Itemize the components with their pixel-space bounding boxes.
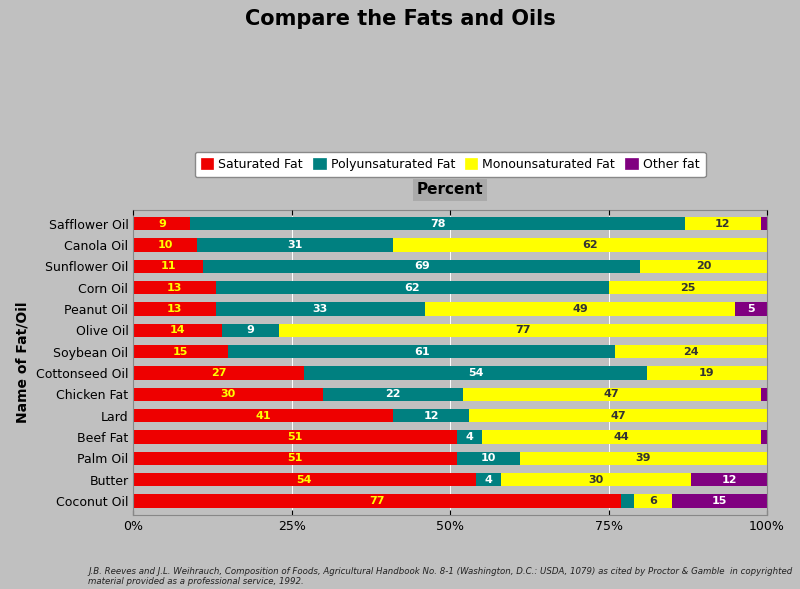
Bar bbox=[761, 431, 767, 444]
Bar bbox=[425, 302, 735, 316]
Bar bbox=[134, 239, 197, 252]
Bar bbox=[520, 452, 767, 465]
Bar bbox=[672, 494, 767, 508]
Bar bbox=[735, 302, 767, 316]
Bar bbox=[646, 366, 767, 379]
Y-axis label: Name of Fat/Oil: Name of Fat/Oil bbox=[15, 302, 29, 423]
Bar bbox=[469, 409, 767, 422]
Text: 9: 9 bbox=[158, 219, 166, 229]
Bar bbox=[305, 366, 646, 379]
Bar bbox=[475, 473, 501, 487]
Text: 54: 54 bbox=[468, 368, 483, 378]
Text: Compare the Fats and Oils: Compare the Fats and Oils bbox=[245, 9, 555, 29]
Text: 77: 77 bbox=[370, 496, 385, 506]
Bar bbox=[640, 260, 767, 273]
Text: 47: 47 bbox=[604, 389, 620, 399]
Bar bbox=[134, 473, 475, 487]
Text: 15: 15 bbox=[712, 496, 727, 506]
Bar bbox=[685, 217, 761, 230]
Text: 54: 54 bbox=[297, 475, 312, 485]
Text: 62: 62 bbox=[582, 240, 598, 250]
Text: 9: 9 bbox=[246, 325, 254, 335]
Bar bbox=[134, 452, 457, 465]
Text: 30: 30 bbox=[588, 475, 603, 485]
Bar bbox=[216, 281, 609, 294]
Text: Percent: Percent bbox=[417, 183, 483, 197]
Bar bbox=[134, 260, 203, 273]
Bar bbox=[761, 388, 767, 401]
Text: 51: 51 bbox=[287, 454, 302, 464]
Bar bbox=[134, 431, 457, 444]
Bar bbox=[393, 409, 469, 422]
Text: 30: 30 bbox=[221, 389, 236, 399]
Bar bbox=[134, 323, 222, 337]
Bar bbox=[134, 366, 305, 379]
Text: 19: 19 bbox=[699, 368, 714, 378]
Bar bbox=[323, 388, 463, 401]
Text: 25: 25 bbox=[680, 283, 695, 293]
Bar bbox=[457, 431, 482, 444]
Text: 69: 69 bbox=[414, 262, 430, 272]
Bar bbox=[134, 281, 216, 294]
Bar bbox=[216, 302, 425, 316]
Text: 10: 10 bbox=[158, 240, 173, 250]
Text: 31: 31 bbox=[287, 240, 302, 250]
Bar bbox=[134, 409, 393, 422]
Bar bbox=[134, 494, 622, 508]
Text: 24: 24 bbox=[683, 346, 699, 356]
Text: 62: 62 bbox=[404, 283, 420, 293]
Bar bbox=[622, 494, 634, 508]
Text: 13: 13 bbox=[167, 304, 182, 314]
Text: J.B. Reeves and J.L. Weihrauch, Composition of Foods, Agricultural Handbook No. : J.B. Reeves and J.L. Weihrauch, Composit… bbox=[88, 567, 792, 586]
Bar bbox=[786, 239, 800, 252]
Bar bbox=[634, 494, 672, 508]
Bar bbox=[279, 323, 767, 337]
Bar bbox=[615, 345, 767, 358]
Text: 77: 77 bbox=[515, 325, 531, 335]
Text: 14: 14 bbox=[170, 325, 186, 335]
Bar bbox=[691, 473, 767, 487]
Bar bbox=[457, 452, 520, 465]
Text: 13: 13 bbox=[167, 283, 182, 293]
Bar bbox=[393, 239, 786, 252]
Text: 22: 22 bbox=[386, 389, 401, 399]
Text: 39: 39 bbox=[636, 454, 651, 464]
Text: 15: 15 bbox=[173, 346, 189, 356]
Text: 4: 4 bbox=[484, 475, 492, 485]
Bar bbox=[609, 281, 767, 294]
Bar bbox=[501, 473, 691, 487]
Text: 12: 12 bbox=[722, 475, 737, 485]
Bar bbox=[134, 217, 190, 230]
Bar bbox=[228, 345, 615, 358]
Text: 20: 20 bbox=[696, 262, 711, 272]
Bar bbox=[190, 217, 685, 230]
Bar bbox=[203, 260, 640, 273]
Bar bbox=[197, 239, 393, 252]
Text: 47: 47 bbox=[610, 411, 626, 421]
Bar bbox=[761, 217, 767, 230]
Text: 51: 51 bbox=[287, 432, 302, 442]
Bar bbox=[463, 388, 761, 401]
Bar bbox=[134, 302, 216, 316]
Bar bbox=[134, 388, 323, 401]
Legend: Saturated Fat, Polyunsaturated Fat, Monounsaturated Fat, Other fat: Saturated Fat, Polyunsaturated Fat, Mono… bbox=[194, 152, 706, 177]
Text: 11: 11 bbox=[161, 262, 176, 272]
Bar bbox=[222, 323, 279, 337]
Text: 33: 33 bbox=[313, 304, 328, 314]
Text: 12: 12 bbox=[715, 219, 730, 229]
Text: 10: 10 bbox=[481, 454, 496, 464]
Text: 44: 44 bbox=[614, 432, 629, 442]
Text: 5: 5 bbox=[747, 304, 755, 314]
Text: 41: 41 bbox=[255, 411, 271, 421]
Text: 78: 78 bbox=[430, 219, 446, 229]
Text: 12: 12 bbox=[423, 411, 439, 421]
Bar bbox=[482, 431, 761, 444]
Text: 61: 61 bbox=[414, 346, 430, 356]
Text: 49: 49 bbox=[572, 304, 588, 314]
Bar bbox=[134, 345, 228, 358]
Text: 27: 27 bbox=[211, 368, 226, 378]
Text: 6: 6 bbox=[649, 496, 657, 506]
Text: 4: 4 bbox=[466, 432, 473, 442]
